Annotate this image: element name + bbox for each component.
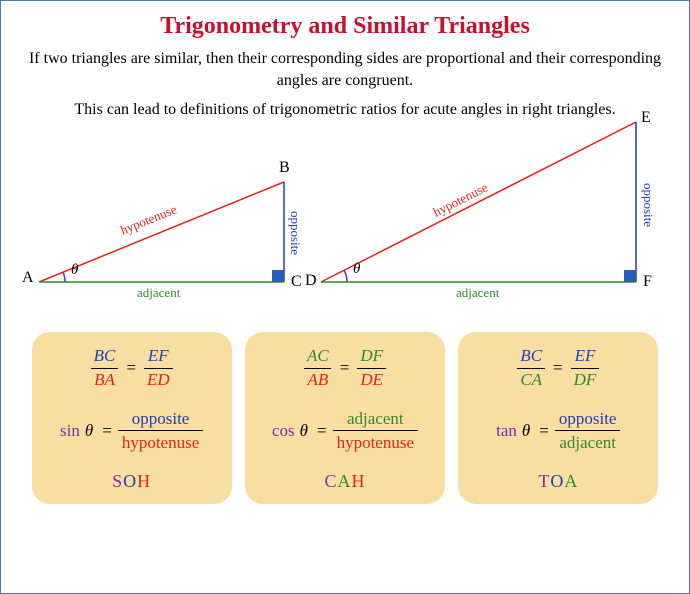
theta-a: θ — [71, 262, 78, 279]
theta-d: θ — [353, 261, 360, 278]
vertex-f: F — [643, 273, 652, 291]
formula-card-2: BCCA=EFDF tanθ=oppositeadjacent TOA — [458, 332, 658, 504]
mnemonic: CAH — [253, 471, 437, 492]
intro-line-2: This can lead to definitions of trigonom… — [19, 99, 671, 121]
formula-row: BCBA=EFED sinθ=oppositehypotenuse SOH ACAB=… — [19, 332, 671, 504]
mnemonic: SOH — [40, 471, 224, 492]
trig-definition: sinθ=oppositehypotenuse — [40, 408, 224, 454]
page-title: Trigonometry and Similar Triangles — [19, 13, 671, 40]
vertex-a: A — [22, 269, 34, 287]
ratio-equation: BCBA=EFED — [40, 346, 224, 390]
formula-card-0: BCBA=EFED sinθ=oppositehypotenuse SOH — [32, 332, 232, 504]
right-angle-square-c — [272, 270, 284, 282]
label-adjacent-ac: adjacent — [137, 285, 180, 301]
trig-definition: cosθ=adjacenthypotenuse — [253, 408, 437, 454]
label-adjacent-df: adjacent — [456, 285, 499, 301]
formula-card-1: ACAB=DFDE cosθ=adjacenthypotenuse CAH — [245, 332, 445, 504]
intro-line-1: If two triangles are similar, then their… — [19, 48, 671, 93]
right-angle-square-f — [624, 270, 636, 282]
triangle-abc: A B C hypotenuse opposite adjacent θ — [29, 127, 309, 322]
triangle-def: D E F hypotenuse opposite adjacent θ — [311, 127, 661, 322]
angle-arc-a — [63, 272, 65, 282]
angle-arc-d — [344, 270, 347, 282]
triangles-row: A B C hypotenuse opposite adjacent θ D E… — [19, 127, 671, 322]
hypotenuse-de — [321, 122, 636, 282]
vertex-b: B — [279, 159, 290, 177]
label-opposite-ef: opposite — [640, 183, 656, 227]
vertex-d: D — [305, 272, 317, 290]
page-container: Trigonometry and Similar Triangles If tw… — [0, 0, 690, 594]
trig-definition: tanθ=oppositeadjacent — [466, 408, 650, 454]
vertex-c: C — [291, 273, 302, 291]
ratio-equation: ACAB=DFDE — [253, 346, 437, 390]
label-opposite-bc: opposite — [287, 211, 303, 255]
vertex-e: E — [641, 109, 651, 127]
ratio-equation: BCCA=EFDF — [466, 346, 650, 390]
mnemonic: TOA — [466, 471, 650, 492]
